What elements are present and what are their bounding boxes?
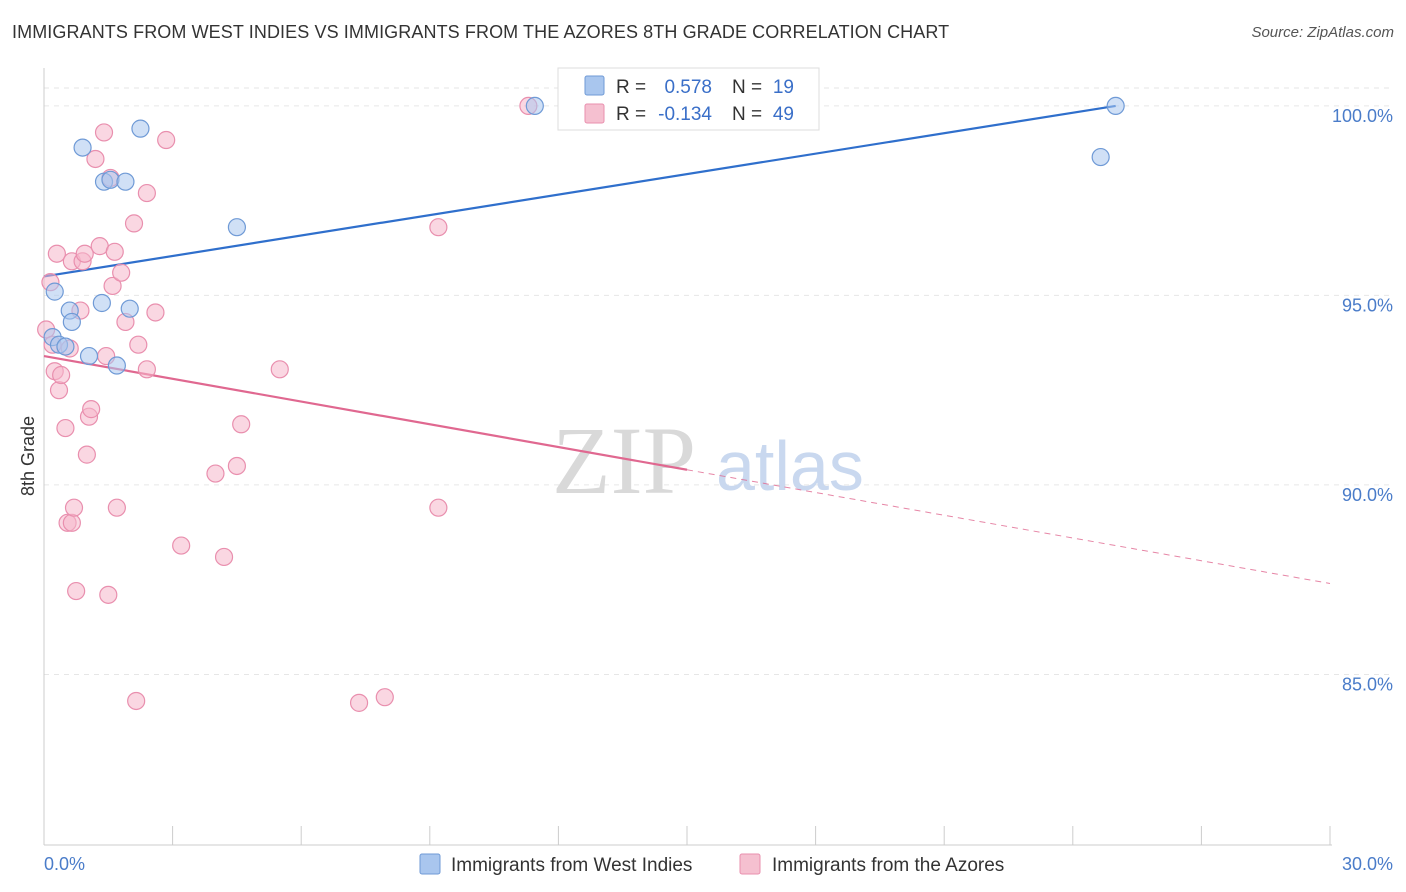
point-west-indies-15 bbox=[227, 218, 246, 237]
point-azores-12 bbox=[64, 498, 84, 517]
point-azores-34 bbox=[137, 183, 156, 203]
point-azores-44 bbox=[349, 693, 369, 712]
point-west-indies-13 bbox=[120, 299, 139, 318]
chart-title: IMMIGRANTS FROM WEST INDIES VS IMMIGRANT… bbox=[12, 22, 950, 42]
x-ticks bbox=[43, 826, 1331, 845]
point-west-indies-10 bbox=[101, 170, 120, 189]
point-azores-7 bbox=[56, 418, 75, 438]
watermark-zip: ZIP bbox=[552, 407, 696, 514]
point-azores-47 bbox=[429, 498, 448, 517]
point-west-indies-16 bbox=[525, 96, 544, 116]
point-azores-40 bbox=[214, 547, 234, 567]
point-azores-35 bbox=[137, 360, 156, 379]
stats-r-value-pink: -0.134 bbox=[658, 104, 712, 125]
point-azores-31 bbox=[124, 214, 144, 233]
y-tick-label-3: 85.0% bbox=[1342, 674, 1393, 694]
point-west-indies-7 bbox=[79, 346, 99, 366]
point-west-indies-3 bbox=[56, 337, 75, 356]
y-tick-label-0: 100.0% bbox=[1332, 106, 1393, 126]
x-tick-label-left: 0.0% bbox=[44, 854, 85, 874]
stats-r-value-blue: 0.578 bbox=[664, 77, 712, 98]
point-azores-4 bbox=[47, 244, 66, 263]
point-azores-37 bbox=[157, 130, 176, 150]
points-azores bbox=[37, 96, 538, 712]
stats-n-label-pink: N = bbox=[732, 104, 762, 125]
point-azores-32 bbox=[127, 691, 146, 711]
point-azores-28 bbox=[107, 498, 126, 517]
trend-line-west-indies bbox=[43, 104, 1116, 278]
point-west-indies-1 bbox=[45, 282, 64, 301]
point-azores-13 bbox=[67, 581, 86, 601]
point-azores-17 bbox=[77, 445, 96, 464]
point-azores-43 bbox=[270, 360, 289, 379]
legend-swatch-west-indies bbox=[419, 853, 441, 875]
stats-swatch-blue bbox=[584, 75, 605, 96]
point-azores-16 bbox=[75, 244, 94, 263]
point-azores-42 bbox=[232, 415, 251, 434]
y-tick-labels: 100.0% 95.0% 90.0% 85.0% bbox=[1332, 106, 1393, 695]
stats-r-label-pink: R = bbox=[616, 104, 646, 125]
point-azores-33 bbox=[129, 335, 148, 354]
point-azores-29 bbox=[112, 263, 131, 282]
point-azores-38 bbox=[172, 536, 191, 555]
watermark-atlas: atlas bbox=[716, 427, 864, 505]
source-label: Source: ZipAtlas.com bbox=[1251, 24, 1394, 41]
stats-swatch-pink bbox=[584, 103, 605, 124]
legend: Immigrants from West Indies Immigrants f… bbox=[419, 853, 1004, 876]
point-azores-20 bbox=[86, 149, 105, 169]
point-west-indies-18 bbox=[1106, 96, 1125, 116]
legend-label-azores: Immigrants from the Azores bbox=[772, 855, 1004, 876]
axes bbox=[43, 68, 1332, 846]
y-axis-title: 8th Grade bbox=[18, 416, 38, 496]
point-azores-5 bbox=[49, 381, 69, 400]
point-azores-45 bbox=[375, 688, 394, 707]
x-tick-label-right: 30.0% bbox=[1342, 854, 1393, 874]
point-west-indies-8 bbox=[92, 293, 111, 313]
stats-n-label-blue: N = bbox=[732, 77, 762, 98]
legend-label-west-indies: Immigrants from West Indies bbox=[451, 855, 692, 876]
point-west-indies-12 bbox=[116, 172, 135, 191]
point-azores-46 bbox=[429, 218, 448, 237]
legend-swatch-azores bbox=[739, 853, 761, 875]
stats-box: R = 0.578 N = 19 R = -0.134 N = 49 bbox=[557, 67, 820, 131]
points-west-indies bbox=[43, 96, 1125, 375]
trend-extension-azores bbox=[686, 469, 1331, 584]
point-azores-6 bbox=[52, 365, 71, 385]
point-azores-19 bbox=[82, 400, 101, 419]
stats-n-value-pink: 49 bbox=[773, 104, 794, 125]
point-azores-26 bbox=[103, 276, 122, 296]
point-azores-39 bbox=[206, 464, 225, 483]
point-azores-41 bbox=[227, 456, 246, 476]
point-west-indies-11 bbox=[107, 356, 126, 375]
point-west-indies-6 bbox=[73, 138, 92, 157]
point-azores-11 bbox=[62, 513, 81, 532]
stats-n-value-blue: 19 bbox=[773, 77, 794, 98]
y-tick-label-2: 90.0% bbox=[1342, 485, 1393, 505]
point-west-indies-17 bbox=[1091, 147, 1110, 167]
y-tick-label-1: 95.0% bbox=[1342, 295, 1393, 315]
grid-lines bbox=[44, 87, 1392, 675]
stats-r-label-blue: R = bbox=[616, 77, 646, 98]
point-west-indies-5 bbox=[62, 312, 81, 332]
point-west-indies-14 bbox=[131, 119, 150, 138]
point-azores-27 bbox=[105, 242, 124, 261]
point-azores-36 bbox=[146, 303, 165, 322]
point-azores-22 bbox=[94, 123, 114, 142]
point-azores-24 bbox=[99, 585, 118, 604]
